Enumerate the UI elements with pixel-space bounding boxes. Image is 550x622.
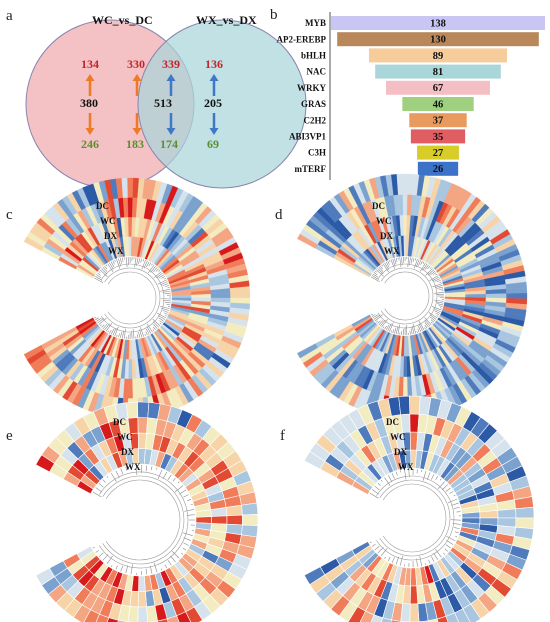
bar-ap2-erebp	[337, 32, 539, 47]
venn-left-total: 380	[80, 96, 98, 110]
bar-value-label: 67	[433, 83, 444, 94]
venn-arrows	[85, 74, 219, 135]
bar-category-label: AP2-EREBP	[277, 34, 327, 44]
heatmap-row-label-dx: DX	[104, 231, 117, 241]
bar-abi3vp1	[410, 129, 466, 144]
bar-myb	[331, 16, 545, 30]
heatmap-row-label-dc: DC	[386, 417, 399, 427]
circular-heatmap: DC WC DX WX	[23, 177, 251, 419]
panel-label-d: d	[275, 207, 283, 223]
bar-value-label: 138	[430, 18, 446, 29]
heatmap-row-label-dc: DC	[372, 201, 385, 211]
down-arrow-icon	[132, 113, 142, 135]
bar-category-label: MYB	[305, 18, 326, 28]
venn-right-down: 69	[207, 137, 219, 151]
down-arrow-icon	[166, 113, 176, 135]
heatmap-row-label-dc: DC	[113, 417, 126, 427]
venn-right-title: WX_vs_DX	[196, 13, 257, 27]
heatmap-row-label-wx: WX	[384, 246, 400, 256]
heatmap-row-label-dx: DX	[394, 447, 407, 457]
bar-bhlh	[368, 48, 508, 63]
venn-left-down: 246	[81, 137, 99, 151]
up-arrow-icon	[209, 74, 219, 96]
panel-label-b: b	[270, 7, 278, 23]
bar-value-label: 27	[433, 148, 444, 159]
heatmap-row-label-wc: WC	[117, 432, 133, 442]
up-arrow-icon	[85, 74, 95, 96]
bar-c3h	[417, 145, 459, 160]
heatmap-row-label-wc: WC	[100, 216, 116, 226]
heatmap-row-label-wc: WC	[376, 216, 392, 226]
panel-a: a WC_vs_DC WX_vs_DX 134 380 246 330 339 …	[6, 8, 307, 189]
circular-heatmap: DC WC DX WX	[35, 401, 259, 622]
circular-heatmap: DC WC DX WX	[297, 173, 528, 419]
bar-gras	[402, 97, 474, 111]
bar-c2h2	[409, 113, 467, 128]
bar-category-label: ABI3VP1	[289, 131, 327, 141]
heatmap-row-label-wx: WX	[108, 246, 124, 256]
bar-value-label: 46	[433, 99, 444, 110]
venn-left-title: WC_vs_DC	[92, 13, 153, 27]
panel-label-e: e	[6, 428, 13, 444]
heatmap-row-label-dx: DX	[380, 231, 393, 241]
heatmap-row-label-wc: WC	[390, 432, 406, 442]
venn-right-total: 205	[204, 96, 222, 110]
panel-b: b MYB 138 AP2-EREBP 130 bHLH 89 NAC 81 WRKY 67 GRA…	[270, 7, 545, 180]
circular-heatmap: DC WC DX WX	[303, 395, 535, 622]
heatmap-row-label-wx: WX	[398, 462, 414, 472]
bar-value-label: 35	[433, 132, 444, 143]
bar-category-label: C3H	[308, 148, 326, 158]
down-arrow-icon	[85, 113, 95, 135]
bar-category-label: NAC	[307, 67, 327, 77]
bar-nac	[375, 64, 501, 79]
bar-wrky	[386, 80, 490, 95]
venn-circle-right	[137, 19, 307, 189]
bar-value-label: 130	[430, 35, 446, 46]
venn-mid-total: 513	[154, 96, 172, 110]
bar-value-label: 37	[433, 116, 444, 127]
bar-category-label: GRAS	[301, 99, 326, 109]
bar-category-label: bHLH	[301, 50, 326, 60]
panel-label-c: c	[6, 207, 13, 223]
circular-heatmaps: DC WC DX WX DC WC DX WX DC WC DX WX DC WC DX WX	[23, 173, 535, 622]
bar-category-label: mTERF	[295, 164, 327, 174]
venn-left-up: 134	[81, 57, 99, 71]
venn-right-up: 136	[205, 57, 223, 71]
bar-mterf	[417, 161, 459, 176]
bar-category-label: C2H2	[304, 115, 327, 125]
panel-label-f: f	[280, 428, 285, 444]
venn-mid-right-down: 174	[160, 137, 178, 151]
panel-label-a: a	[6, 8, 13, 24]
bar-value-label: 81	[433, 67, 444, 78]
heatmap-row-label-wx: WX	[125, 462, 141, 472]
bar-chart: MYB 138 AP2-EREBP 130 bHLH 89 NAC 81 WRKY 67 GRAS 4…	[277, 16, 545, 176]
up-arrow-icon	[166, 74, 176, 96]
bar-value-label: 26	[433, 164, 444, 175]
up-arrow-icon	[132, 74, 142, 96]
heatmap-row-label-dc: DC	[96, 201, 109, 211]
down-arrow-icon	[209, 113, 219, 135]
venn-mid-left-down: 183	[126, 137, 144, 151]
bar-value-label: 89	[433, 51, 444, 62]
bar-category-label: WRKY	[297, 83, 327, 93]
heatmap-row-label-dx: DX	[121, 447, 134, 457]
venn-mid-right-up: 339	[162, 57, 180, 71]
venn-mid-left-up: 330	[127, 57, 145, 71]
